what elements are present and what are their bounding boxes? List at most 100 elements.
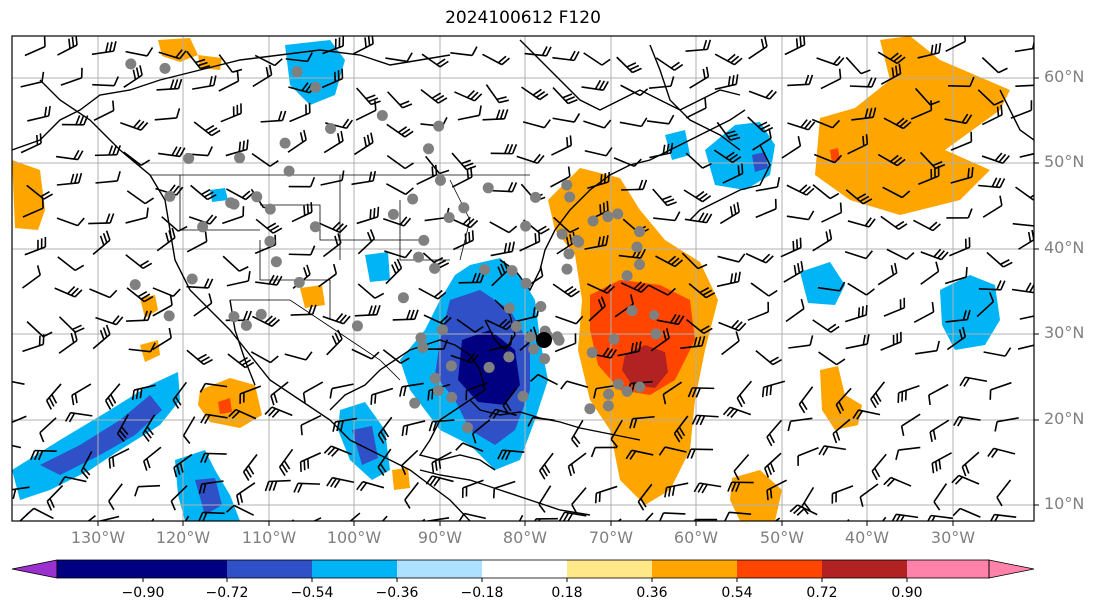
wind-barb — [714, 53, 743, 66]
wind-barb — [571, 487, 587, 514]
wind-barb — [188, 214, 218, 225]
station-dot — [415, 332, 427, 344]
wind-barb — [727, 481, 754, 492]
wind-barb — [987, 447, 1016, 458]
wind-barb — [250, 351, 279, 364]
wind-barb — [12, 380, 25, 385]
wind-barb — [552, 283, 580, 298]
wind-barb — [637, 483, 653, 511]
lon-label-60w: 60°W — [673, 528, 719, 547]
wind-barb — [228, 408, 257, 420]
colorbar-tick-label: 0.90 — [891, 585, 923, 601]
station-dot — [397, 292, 409, 304]
wind-barb — [108, 448, 130, 469]
wind-barb — [218, 54, 243, 73]
wind-barb — [880, 63, 902, 85]
wind-barb — [54, 286, 83, 298]
station-dot — [631, 241, 643, 253]
colorbar-swatch — [652, 560, 737, 578]
wind-barb — [553, 216, 580, 234]
station-dot — [535, 301, 547, 313]
wind-barb — [125, 254, 153, 270]
wind-barb — [1019, 152, 1034, 158]
wind-barb — [61, 115, 89, 126]
wind-barb — [200, 413, 228, 425]
wind-barb — [123, 65, 143, 88]
colorbar-swatch — [482, 560, 567, 578]
wind-barb — [519, 231, 541, 252]
wind-barb — [570, 419, 584, 448]
wind-barb — [949, 237, 971, 257]
wind-barb — [686, 448, 714, 459]
station-dot — [325, 123, 337, 135]
wind-barb — [22, 198, 44, 218]
wind-barb — [847, 217, 876, 228]
station-dot — [479, 263, 491, 275]
wind-barb — [1019, 315, 1034, 320]
wind-barb — [152, 287, 181, 298]
station-dot — [264, 235, 276, 247]
station-dot — [129, 279, 141, 291]
wind-barb — [58, 330, 78, 354]
wind-barb — [465, 382, 488, 401]
wind-barb — [198, 480, 224, 494]
wind-barb — [933, 483, 948, 511]
wind-barb — [454, 89, 483, 102]
station-dot — [621, 385, 633, 397]
wind-barb — [748, 36, 768, 60]
wind-barb — [653, 211, 681, 222]
wind-barb — [126, 287, 154, 303]
station-dot — [434, 174, 446, 186]
wind-barb — [877, 262, 898, 286]
wind-barb — [60, 67, 83, 86]
wind-barb — [123, 151, 151, 167]
station-dot — [634, 226, 646, 238]
colorbar-swatch — [822, 560, 907, 578]
wind-barb — [312, 517, 322, 521]
colorbar-swatch — [312, 560, 397, 578]
wind-barb — [384, 249, 413, 259]
wind-barb — [811, 118, 841, 129]
wind-barb — [944, 113, 973, 125]
wind-barb — [418, 287, 447, 300]
wind-barb — [377, 448, 392, 476]
wind-barb — [381, 515, 388, 521]
station-dot — [503, 351, 515, 363]
wind-barb — [95, 171, 121, 184]
wind-barb — [322, 36, 345, 55]
wind-barb — [982, 195, 1003, 218]
station-dot — [264, 203, 276, 215]
darkred-anomaly-atlantic — [622, 345, 668, 388]
wind-barb — [255, 274, 283, 286]
wind-barb — [656, 313, 685, 326]
wind-barb — [71, 383, 92, 406]
colorbar-tick-label: −0.90 — [121, 585, 165, 601]
wind-barb — [89, 288, 118, 299]
station-dot — [429, 372, 441, 384]
colorbar-swatch — [907, 560, 989, 578]
colorbar-tick-label: −0.18 — [460, 585, 504, 601]
station-dot — [445, 360, 457, 372]
wind-barb — [567, 452, 587, 477]
wind-barb — [994, 417, 1019, 432]
graticule — [12, 36, 1034, 521]
medblue-anomaly-pacific — [40, 395, 162, 475]
wind-barb — [880, 331, 902, 351]
wind-barb — [287, 129, 307, 153]
station-dot — [633, 259, 645, 271]
wind-barb — [686, 318, 713, 335]
wind-barb — [485, 84, 509, 104]
wind-barb — [552, 87, 578, 105]
wind-barb — [851, 107, 877, 121]
wind-barb — [457, 105, 482, 121]
wind-barb — [200, 452, 227, 464]
wind-barb — [186, 349, 213, 366]
wind-barb — [318, 263, 338, 288]
wind-barb — [716, 271, 741, 288]
wind-barb — [584, 147, 613, 157]
wind-barb — [852, 409, 881, 420]
wind-barb — [917, 42, 942, 59]
wind-barb — [24, 36, 46, 57]
orange-anomaly-caribbean — [392, 468, 410, 490]
lon-label-110w: 110°W — [241, 528, 297, 547]
